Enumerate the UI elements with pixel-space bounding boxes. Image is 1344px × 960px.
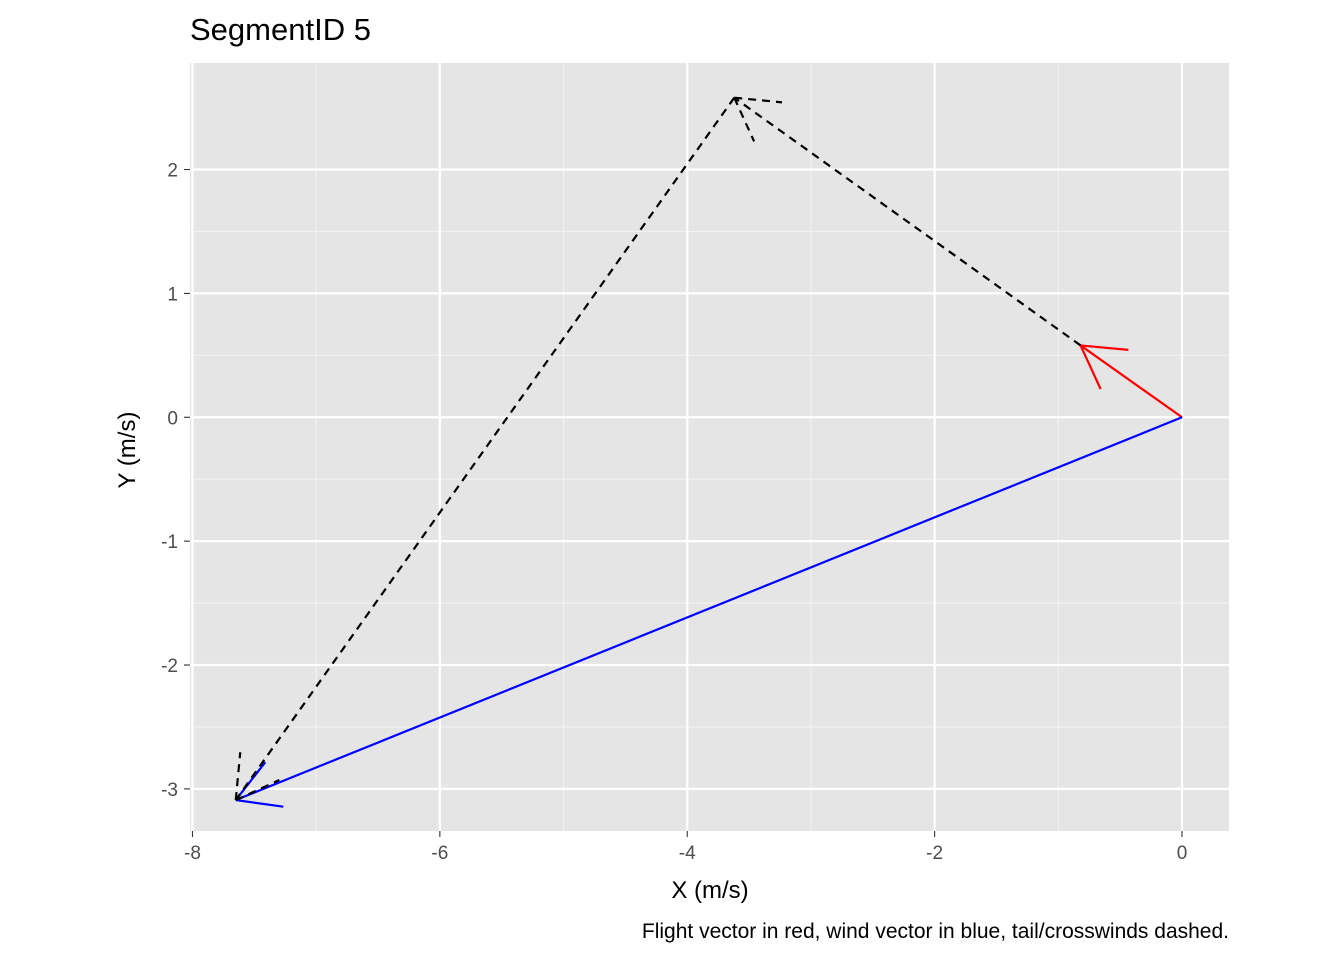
plot-panel — [190, 63, 1229, 831]
y-tick-label: -1 — [161, 532, 178, 553]
flight-vector — [1079, 344, 1183, 419]
grid-minor — [190, 63, 1229, 831]
y-axis: -3 -2 -1 0 1 2 — [161, 161, 190, 801]
x-tick-label: -6 — [431, 843, 448, 864]
x-tick-label: -4 — [679, 843, 696, 864]
tail-crosswind-vector — [733, 96, 1082, 347]
y-tick-label: 2 — [167, 161, 178, 182]
chart-caption: Flight vector in red, wind vector in blu… — [642, 920, 1229, 943]
x-tick-label: 0 — [1177, 843, 1188, 864]
x-tick-label: -2 — [926, 843, 943, 864]
y-axis-title: Y (m/s) — [114, 412, 141, 489]
vectors — [234, 96, 1183, 808]
x-axis-title: X (m/s) — [671, 877, 748, 904]
wind-vector — [234, 416, 1183, 808]
grid-major — [190, 63, 1229, 831]
y-tick-label: 1 — [167, 284, 178, 305]
tail-crosswind-vector — [234, 97, 736, 802]
y-tick-label: 0 — [167, 408, 178, 429]
y-tick-label: -2 — [161, 656, 178, 677]
x-tick-label: -8 — [184, 843, 201, 864]
x-axis: -8 -6 -4 -2 0 — [184, 831, 1187, 864]
chart-title: SegmentID 5 — [190, 12, 371, 47]
y-tick-label: -3 — [161, 780, 178, 801]
